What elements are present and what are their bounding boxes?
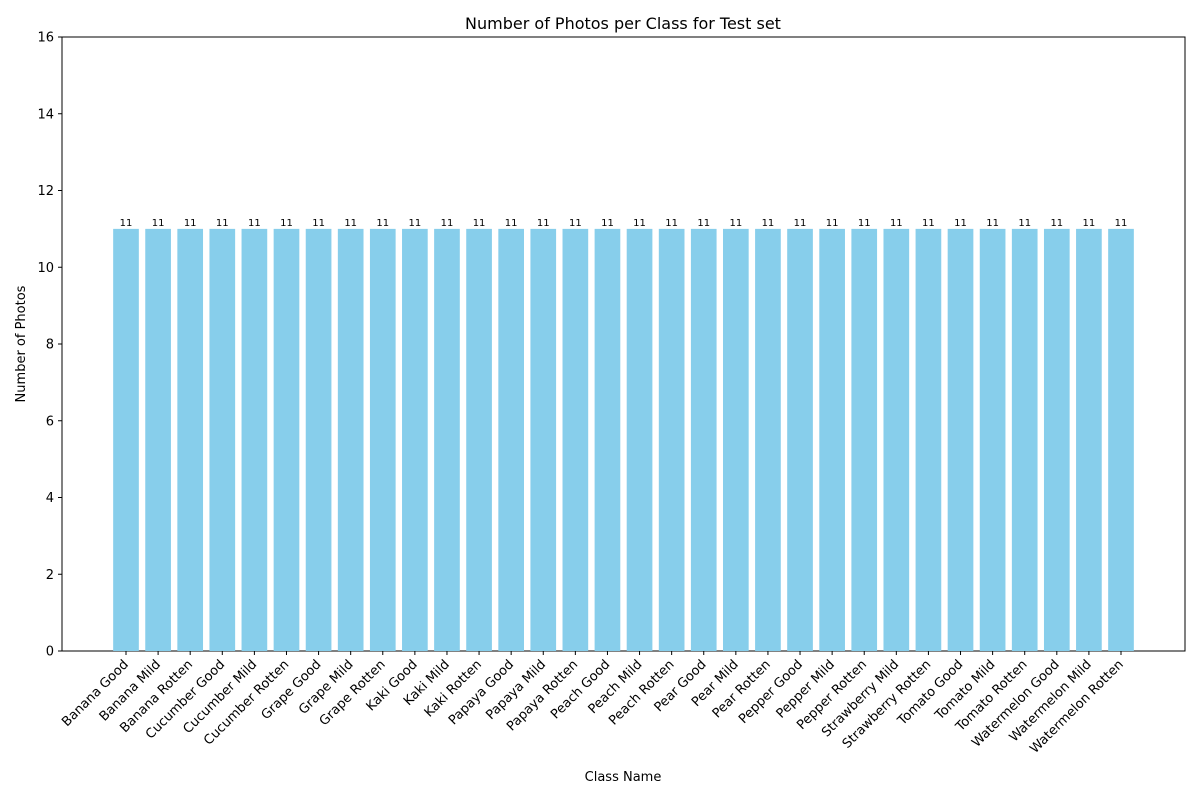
bar (530, 228, 557, 652)
bar-value-label: 11 (537, 218, 550, 229)
bar (787, 228, 813, 652)
bar-value-label: 11 (152, 218, 165, 229)
bar (658, 228, 685, 652)
bar (498, 228, 524, 652)
y-tick-label: 6 (46, 414, 54, 429)
bar (369, 228, 396, 652)
bar-value-label: 11 (344, 218, 357, 229)
bar (337, 228, 364, 652)
bar-value-label: 11 (986, 218, 999, 229)
bar-value-label: 11 (280, 218, 293, 229)
bar-value-label: 11 (922, 218, 935, 229)
bar (305, 228, 332, 652)
bar-value-label: 11 (794, 218, 807, 229)
bar-value-label: 11 (601, 218, 614, 229)
bar (1043, 228, 1070, 652)
bar-value-label: 11 (216, 218, 229, 229)
bar-value-label: 11 (762, 218, 775, 229)
bar (755, 228, 781, 652)
bar-value-label: 11 (1018, 218, 1031, 229)
bar-value-label: 11 (120, 218, 133, 229)
bar-value-label: 11 (826, 218, 839, 229)
bar-value-label: 11 (473, 218, 486, 229)
y-tick-label: 14 (37, 107, 54, 122)
bar-value-label: 11 (1050, 218, 1063, 229)
bar-value-label: 11 (569, 218, 582, 229)
bar (562, 228, 589, 652)
bar (883, 228, 910, 652)
y-axis-label: Number of Photos (14, 285, 29, 402)
y-tick-label: 0 (46, 645, 54, 660)
bar-value-label: 11 (248, 218, 261, 229)
bar-value-label: 11 (954, 218, 967, 229)
bar (273, 228, 300, 652)
bar (113, 228, 139, 652)
bar (819, 228, 845, 652)
bar-value-label: 11 (665, 218, 678, 229)
y-tick-label: 16 (37, 31, 54, 46)
y-axis-ticks: 0 2 4 6 8 10 12 14 16 (37, 31, 62, 660)
bar (466, 228, 492, 652)
bar (402, 228, 428, 652)
y-tick-label: 10 (37, 261, 54, 276)
bar (209, 228, 236, 652)
bar (594, 228, 621, 652)
bar (915, 228, 942, 652)
bar-value-label: 11 (505, 218, 518, 229)
bar-value-label: 11 (441, 218, 454, 229)
bar (1076, 228, 1102, 652)
bar-labels-group: 11 11 11 11 11 11 11 11 11 11 11 11 11 11 11 11 11 11 11 11… (120, 218, 1128, 229)
bar-value-label: 11 (312, 218, 325, 229)
y-tick-label: 12 (37, 184, 54, 199)
bar (626, 228, 653, 652)
bar (145, 228, 171, 652)
bar (434, 228, 460, 652)
bar (851, 228, 878, 652)
y-tick-label: 4 (46, 491, 54, 506)
bar-value-label: 11 (890, 218, 903, 229)
bars-group (113, 228, 1134, 652)
bar-value-label: 11 (184, 218, 197, 229)
bar-value-label: 11 (1115, 218, 1128, 229)
bar-value-label: 11 (376, 218, 389, 229)
bar (723, 228, 749, 652)
bar-value-label: 11 (729, 218, 742, 229)
bar-value-label: 11 (409, 218, 422, 229)
bar (979, 228, 1006, 652)
bar (241, 228, 268, 652)
y-tick-label: 2 (46, 568, 54, 583)
bar-value-label: 11 (858, 218, 871, 229)
bar (947, 228, 974, 652)
y-tick-label: 8 (46, 338, 54, 353)
bar-value-label: 11 (697, 218, 710, 229)
bar (690, 228, 717, 652)
chart-title: Number of Photos per Class for Test set (465, 14, 781, 33)
bar-value-label: 11 (633, 218, 646, 229)
bar (177, 228, 204, 652)
x-axis-label: Class Name (585, 770, 662, 785)
bar-value-label: 11 (1083, 218, 1096, 229)
bar (1108, 228, 1134, 652)
bar (1011, 228, 1038, 652)
